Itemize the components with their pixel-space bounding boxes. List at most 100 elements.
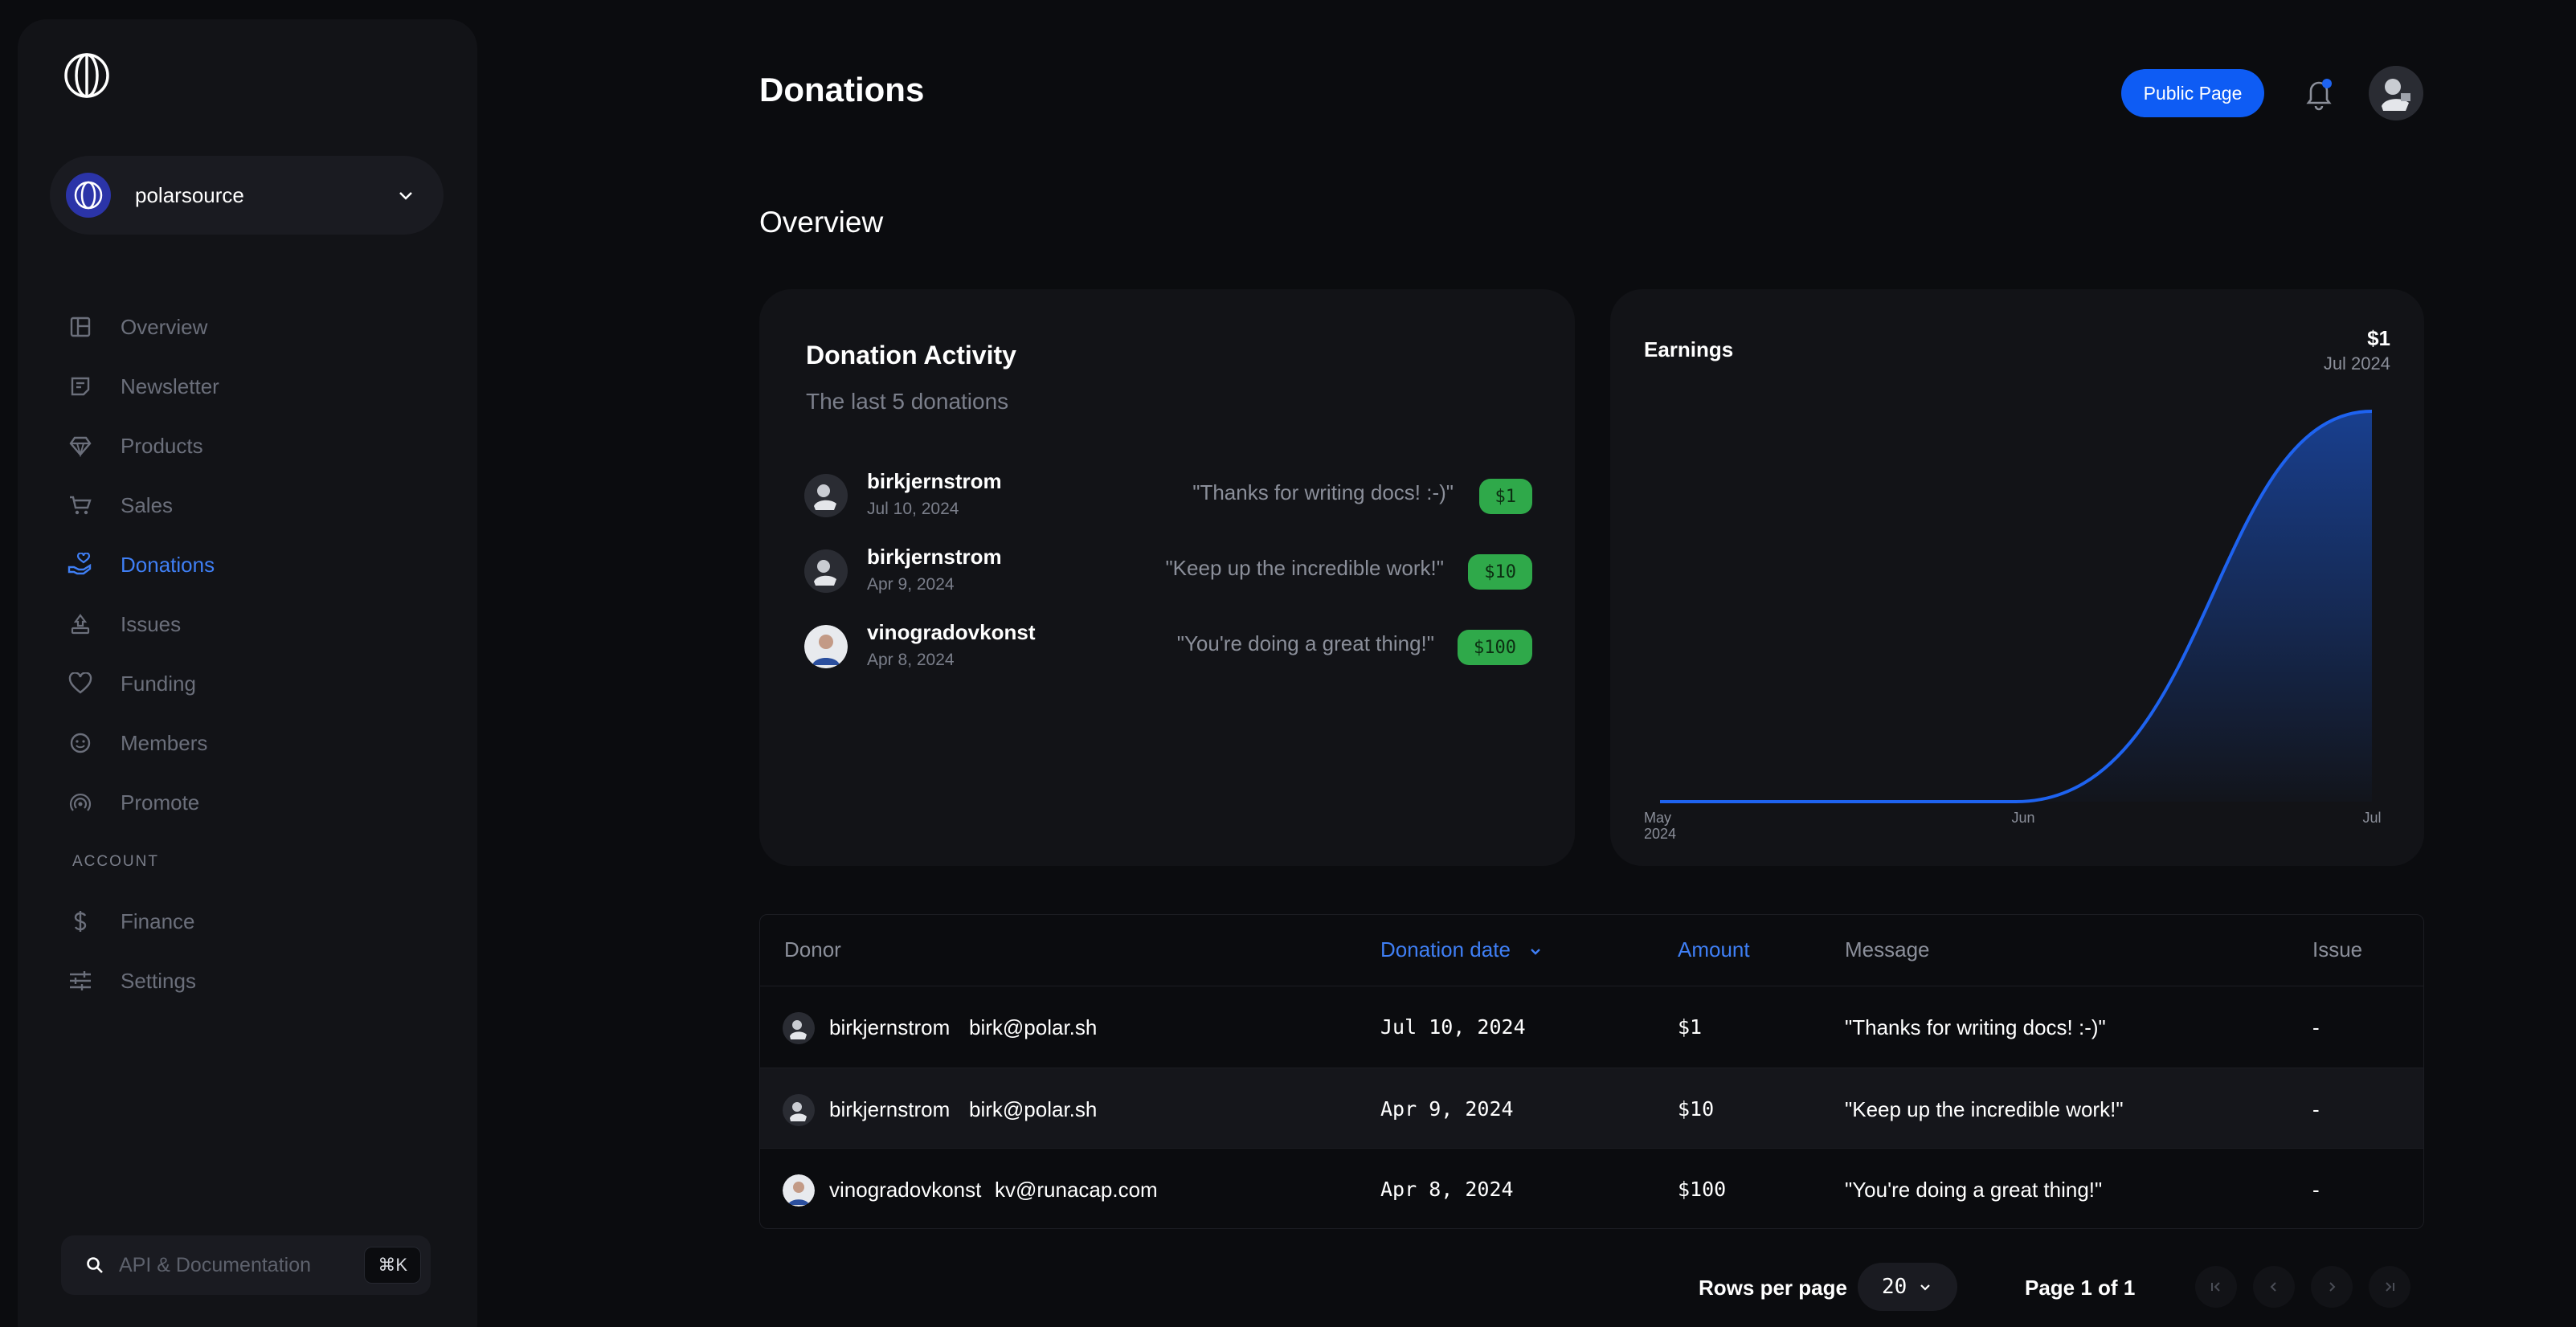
chevrons-first-icon [2211,1282,2220,1292]
rows-per-page-select[interactable]: 20 [1858,1263,1957,1311]
donation-date: Jul 10, 2024 [1380,1015,1526,1039]
avatar [804,549,848,593]
avatar [783,1094,815,1126]
overview-heading: Overview [759,206,884,239]
list-item[interactable]: birkjernstrom Apr 9, 2024 "Keep up the i… [804,541,1532,598]
column-header-amount[interactable]: Amount [1678,937,1750,962]
main-nav: Overview Newsletter Products Sales Donat… [67,297,453,832]
sidebar-item-label: Settings [121,968,196,993]
list-item[interactable]: birkjernstrom Jul 10, 2024 "Thanks for w… [804,466,1532,522]
donation-date: Apr 9, 2024 [1380,1097,1514,1121]
card-subtitle: The last 5 donations [806,389,1009,414]
sidebar-item-sales[interactable]: Sales [67,476,453,535]
search-shortcut-badge: ⌘K [364,1247,421,1284]
rows-per-page-value: 20 [1882,1275,1907,1299]
broadcast-icon [67,790,93,815]
avatar [804,625,848,668]
donor-name: birkjernstrom [829,1015,951,1039]
sidebar-item-products[interactable]: Products [67,416,453,476]
donor-name: vinogradovkonst [867,620,1036,644]
public-page-button[interactable]: Public Page [2121,69,2264,117]
sidebar-item-label: Promote [121,790,200,815]
sidebar-item-label: Products [121,433,203,458]
donor-email: birk@polar.sh [969,1015,1098,1039]
amount-badge: $1 [1478,479,1532,514]
chevron-down-icon [1531,949,1540,955]
table-row[interactable]: vinogradovkonst kv@runacap.com Apr 8, 20… [760,1148,2423,1228]
org-avatar [66,173,111,218]
x-tick-label: May [1644,810,1671,826]
earnings-amount: $1 [2367,326,2390,350]
donation-message: "Thanks for writing docs! :-)" [1845,1015,2106,1039]
sidebar-item-promote[interactable]: Promote [67,773,453,832]
donor-email: kv@runacap.com [995,1178,1158,1202]
table-row[interactable]: birkjernstrom birk@polar.sh Jul 10, 2024… [760,986,2423,1066]
page-title: Donations [759,71,925,108]
avatar [804,474,848,517]
sidebar-item-label: Newsletter [121,374,219,398]
sidebar-item-label: Overview [121,314,208,339]
sidebar: polarsource Overview Newsletter Products… [18,19,477,1327]
sidebar-item-members[interactable]: Members [67,713,453,773]
chevrons-last-icon [2386,1282,2394,1292]
sidebar-item-label: Sales [121,492,174,517]
x-tick-label: Jun [2011,810,2034,826]
donation-date: Apr 8, 2024 [867,651,955,669]
donor-name: vinogradovkonst [829,1178,982,1202]
x-tick-label: Jul [2362,810,2381,826]
donor-email: birk@polar.sh [969,1097,1098,1121]
org-switcher[interactable]: polarsource [50,156,444,235]
column-header-issue[interactable]: Issue [2312,937,2363,962]
sliders-icon [67,968,93,994]
donations-table: Donor Donation date Amount Message Issue… [759,914,2424,1229]
donation-amount: $10 [1678,1097,1715,1121]
sidebar-item-overview[interactable]: Overview [67,297,453,357]
donation-message: "You're doing a great thing!" [1176,631,1434,655]
list-item[interactable]: vinogradovkonst Apr 8, 2024 "You're doin… [804,617,1532,673]
sidebar-item-issues[interactable]: Issues [67,594,453,654]
docs-search[interactable]: API & Documentation ⌘K [61,1235,431,1295]
donation-date: Jul 10, 2024 [867,500,959,518]
column-header-donation-date[interactable]: Donation date [1380,937,1544,962]
column-header-label: Donation date [1380,937,1511,962]
search-input[interactable]: API & Documentation [119,1253,312,1276]
avatar [783,1174,815,1207]
column-header-donor[interactable]: Donor [784,937,841,962]
members-icon [67,730,93,756]
sidebar-item-label: Finance [121,908,195,933]
heart-icon [67,671,93,696]
prev-page-button[interactable] [2253,1266,2295,1308]
layout-icon [67,314,93,340]
polar-logo-icon[interactable] [63,51,111,100]
donation-issue: - [2312,1015,2320,1039]
sidebar-item-funding[interactable]: Funding [67,654,453,713]
sidebar-item-label: Funding [121,671,196,696]
search-icon [87,1257,103,1273]
issues-icon [67,611,93,637]
last-page-button[interactable] [2369,1266,2410,1308]
earnings-card: May 2024 Jun Jul Earnings $1 Jul 2024 [1610,289,2424,866]
sidebar-item-settings[interactable]: Settings [67,951,453,1011]
user-avatar[interactable] [2369,66,2423,120]
donation-date: Apr 8, 2024 [1380,1178,1514,1201]
column-header-message[interactable]: Message [1845,937,1930,962]
next-page-button[interactable] [2311,1266,2353,1308]
sidebar-item-donations[interactable]: Donations [67,535,453,594]
chevron-down-icon [399,192,412,200]
sidebar-item-label: Members [121,730,208,755]
sidebar-item-finance[interactable]: Finance [67,892,453,951]
first-page-button[interactable] [2195,1266,2237,1308]
x-tick-label: 2024 [1644,826,1676,842]
earnings-period: Jul 2024 [2323,353,2390,374]
table-row[interactable]: birkjernstrom birk@polar.sh Apr 9, 2024 … [760,1068,2423,1148]
amount-badge: $100 [1458,630,1532,665]
donor-name: birkjernstrom [829,1097,951,1121]
donation-message: "Keep up the incredible work!" [1165,556,1444,580]
donation-message: "Thanks for writing docs! :-)" [1192,480,1454,504]
sidebar-item-newsletter[interactable]: Newsletter [67,357,453,416]
notifications-button[interactable] [2303,76,2335,111]
account-nav: Finance Settings [67,892,453,1011]
donor-name: birkjernstrom [867,545,1002,569]
org-name: polarsource [135,182,244,207]
amount-badge: $10 [1468,554,1532,590]
